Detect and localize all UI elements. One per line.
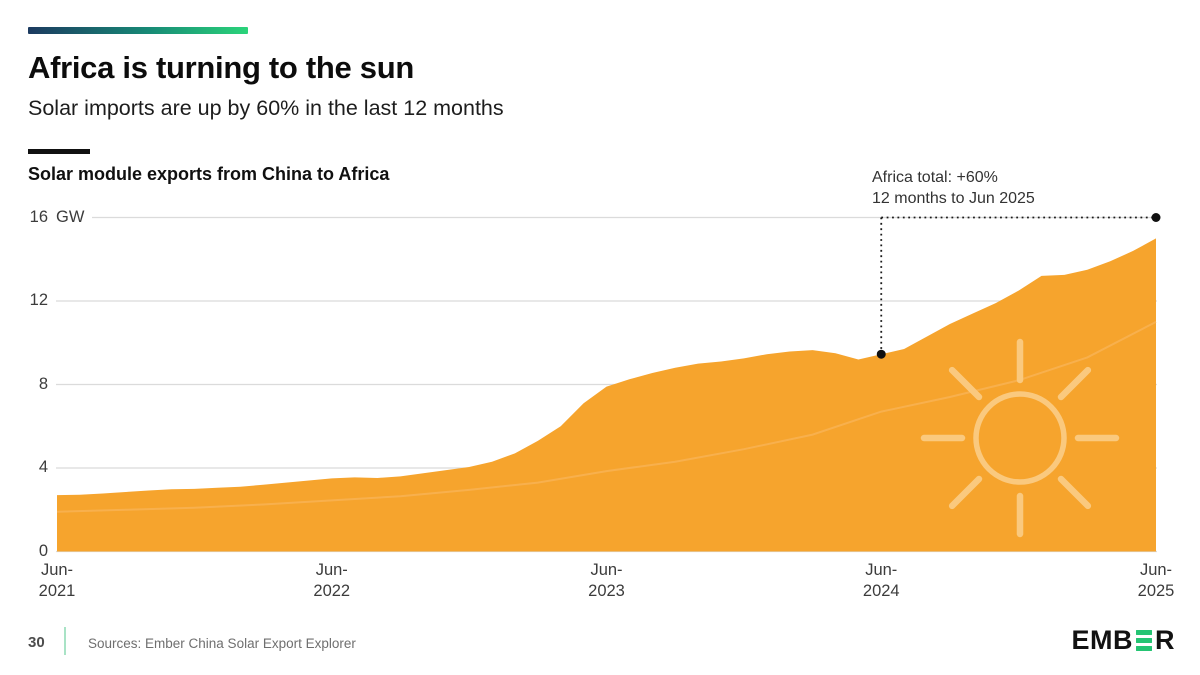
x-axis-tick-label: Jun- 2024 [862, 561, 900, 600]
footer-separator [64, 627, 66, 655]
page-title: Africa is turning to the sun [28, 50, 415, 85]
brand-gradient-bar [28, 27, 248, 34]
end-dot [1151, 213, 1161, 222]
sources-text: Sources: Ember China Solar Export Explor… [88, 636, 356, 651]
page-number: 30 [28, 634, 45, 651]
ember-logo: EMB R [1072, 625, 1176, 656]
annotation-line1: Africa total: +60% [872, 169, 998, 186]
area-series [57, 238, 1156, 552]
annotation-line2: 12 months to Jun 2025 [872, 190, 1035, 207]
logo-e-bars-icon [1136, 629, 1152, 653]
annotation-label: Africa total: +60% 12 months to Jun 2025 [872, 167, 1035, 209]
chart-heading-bar [28, 149, 90, 154]
x-axis-tick-label: Jun- 2025 [1137, 561, 1175, 600]
chart-title: Solar module exports from China to Afric… [28, 164, 390, 184]
y-axis-tick-label: 16 [29, 207, 48, 226]
y-axis-tick-label: 0 [38, 541, 48, 560]
anchor-dot [876, 349, 886, 359]
y-axis-tick-label: 8 [38, 374, 48, 393]
logo-text-r: R [1155, 625, 1175, 655]
annotation-connector [876, 213, 1161, 359]
y-axis-tick-label: 4 [38, 458, 48, 476]
x-axis-tick-label: Jun- 2021 [38, 561, 76, 600]
y-axis-tick-label: 12 [29, 291, 48, 309]
page-subtitle: Solar imports are up by 60% in the last … [28, 96, 504, 120]
y-axis-unit-label: GW [56, 207, 85, 226]
x-axis-tick-label: Jun- 2022 [313, 561, 351, 600]
logo-text-emb: EMB [1071, 625, 1133, 655]
sun-icon [920, 338, 1120, 538]
x-axis-tick-label: Jun- 2023 [588, 561, 625, 600]
